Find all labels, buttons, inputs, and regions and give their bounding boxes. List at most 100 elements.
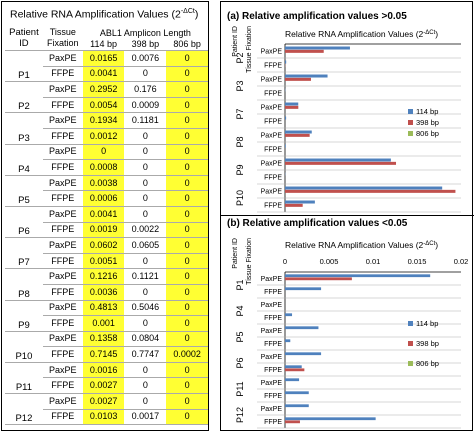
value-114-cell: 0.0027: [83, 378, 125, 394]
category-label: FFPE: [264, 91, 282, 98]
value-114-cell: 0.2952: [83, 82, 125, 98]
value-806-cell: 0: [166, 191, 208, 207]
bar-114-bp: [285, 187, 442, 190]
patient-id-cell: P10: [5, 331, 43, 362]
value-398-cell: 0: [124, 160, 166, 176]
value-806-cell: 0: [166, 238, 208, 254]
bar-114-bp: [285, 117, 286, 120]
rna-table: Patient ID Tissue Fixation ABL1 Amplicon…: [5, 26, 208, 425]
patient-id-cell: P11: [5, 362, 43, 393]
legend-label: 806 bp: [416, 129, 439, 138]
tissue-cell: PaxPE: [43, 206, 83, 222]
bar-114-bp: [285, 131, 312, 134]
tissue-cell: FFPE: [43, 97, 83, 113]
value-398-cell: 0.0804: [124, 331, 166, 347]
category-label: PaxPE: [261, 105, 283, 112]
bar-114-bp: [285, 417, 376, 420]
value-806-cell: 0: [166, 394, 208, 410]
tissue-cell: PaxPE: [43, 175, 83, 191]
patient-id-cell: P4: [5, 144, 43, 175]
value-114-cell: 0.4813: [83, 300, 125, 316]
value-398-cell: 0.1181: [124, 113, 166, 129]
value-806-cell: 0: [166, 51, 208, 67]
table-title: Relative RNA Amplification Values (2-ΔCt…: [10, 8, 198, 21]
category-label: FFPE: [264, 203, 282, 210]
patient-id-cell: P3: [5, 113, 43, 144]
x-tick-label: 0.01: [366, 257, 381, 266]
tissue-cell: PaxPE: [43, 144, 83, 160]
category-label: PaxPE: [261, 380, 283, 387]
chart-title-suffix: ): [435, 29, 438, 39]
category-label: PaxPE: [261, 77, 283, 84]
bp398-header: 398 bp: [124, 39, 166, 51]
value-398-cell: 0: [124, 144, 166, 160]
value-398-cell: 0.0022: [124, 222, 166, 238]
legend-swatch: [408, 341, 413, 346]
x-tick-label: 0.015: [408, 257, 427, 266]
value-398-cell: 0: [124, 284, 166, 300]
rna-table-panel: Relative RNA Amplification Values (2-ΔCt…: [1, 1, 209, 431]
bar-398-bp: [285, 277, 352, 280]
category-label: PaxPE: [261, 189, 283, 196]
value-398-cell: 0.0017: [124, 409, 166, 425]
value-114-cell: 0.0041: [83, 66, 125, 82]
patient-id-cell: P12: [5, 394, 43, 425]
bar-114-bp: [285, 378, 299, 381]
category-label: FFPE: [264, 315, 282, 322]
value-114-cell: 0.0016: [83, 362, 125, 378]
value-806-cell: 0: [166, 409, 208, 425]
bar-398-bp: [285, 204, 303, 207]
category-label: PaxPE: [261, 49, 283, 56]
tissue-cell: FFPE: [43, 347, 83, 363]
value-398-cell: 0.7747: [124, 347, 166, 363]
value-398-cell: 0: [124, 316, 166, 332]
patient-id-cell: P8: [5, 269, 43, 300]
tissue-cell: FFPE: [43, 316, 83, 332]
value-398-cell: 0.1121: [124, 269, 166, 285]
chart-title: Relative RNA Amplification Values (2-ΔCt…: [285, 240, 438, 250]
value-398-cell: 0: [124, 253, 166, 269]
value-114-cell: 0.0008: [83, 160, 125, 176]
value-114-cell: 0.0602: [83, 238, 125, 254]
value-114-cell: 0.1216: [83, 269, 125, 285]
patient-label: P12: [235, 407, 245, 423]
category-label: FFPE: [264, 119, 282, 126]
value-398-cell: 0.5046: [124, 300, 166, 316]
tissue-cell: FFPE: [43, 160, 83, 176]
panel-divider: [221, 215, 474, 216]
category-label: FFPE: [264, 393, 282, 400]
value-806-cell: 0: [166, 269, 208, 285]
legend-swatch: [408, 120, 413, 125]
value-114-cell: 0.0054: [83, 97, 125, 113]
bp806-header: 806 bp: [166, 39, 208, 51]
value-806-cell: 0: [166, 300, 208, 316]
tissue-cell: PaxPE: [43, 362, 83, 378]
value-806-cell: 0: [166, 206, 208, 222]
legend-swatch: [408, 321, 413, 326]
patient-label: P4: [235, 305, 245, 316]
legend-label: 114 bp: [416, 319, 438, 328]
patient-label: P6: [235, 357, 245, 368]
value-806-cell: 0: [166, 82, 208, 98]
tissue-cell: FFPE: [43, 284, 83, 300]
patient-label: P2: [235, 52, 245, 63]
value-114-cell: 0: [83, 144, 125, 160]
value-114-cell: 0.0012: [83, 128, 125, 144]
tissue-cell: FFPE: [43, 409, 83, 425]
patient-label: P5: [235, 331, 245, 342]
bar-114-bp: [285, 145, 286, 148]
table-title-suffix: ): [195, 9, 199, 21]
bar-398-bp: [285, 162, 396, 165]
bp114-header: 114 bp: [83, 39, 125, 51]
value-398-cell: 0: [124, 362, 166, 378]
patient-label: P1: [235, 279, 245, 290]
value-398-cell: 0: [124, 66, 166, 82]
tissue-cell: PaxPE: [43, 51, 83, 67]
value-398-cell: 0: [124, 206, 166, 222]
